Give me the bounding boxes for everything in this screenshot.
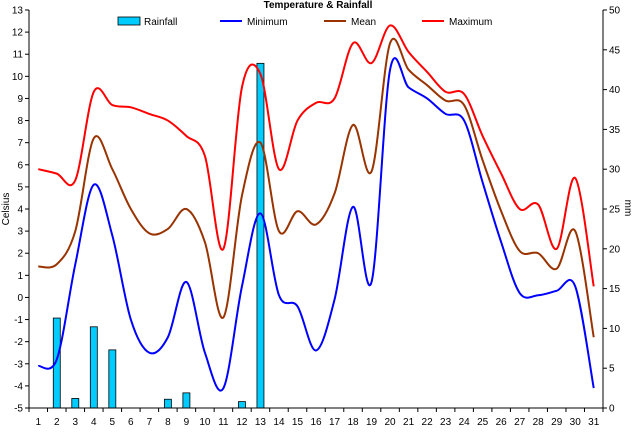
x-tick-label: 12 <box>236 417 248 428</box>
y-left-tick-label: 4 <box>17 205 23 216</box>
y-left-tick-label: 12 <box>12 28 24 39</box>
x-tick-label: 6 <box>128 417 134 428</box>
y-right-tick-label: 5 <box>609 364 615 375</box>
x-tick-label: 15 <box>292 417 304 428</box>
rainfall-bar <box>71 398 80 409</box>
axes: -5-4-3-2-1012345678910111213051015202530… <box>12 6 621 429</box>
x-tick-label: 31 <box>588 417 600 428</box>
legend-label-rainfall: Rainfall <box>144 17 177 28</box>
y-right-tick-label: 20 <box>609 244 621 255</box>
x-tick-label: 29 <box>551 417 563 428</box>
x-tick-label: 20 <box>385 417 397 428</box>
x-tick-label: 23 <box>440 417 452 428</box>
x-tick-label: 17 <box>329 417 341 428</box>
y-right-tick-label: 45 <box>609 45 621 56</box>
x-tick-label: 11 <box>218 417 229 428</box>
legend-label-minimum: Minimum <box>247 17 288 28</box>
y-right-tick-label: 40 <box>609 85 621 96</box>
x-tick-label: 5 <box>110 417 116 428</box>
rainfall-bar <box>163 398 172 409</box>
y-left-tick-label: 6 <box>17 160 23 171</box>
y-left-tick-label: -1 <box>14 315 23 326</box>
y-axis-left-label: Celsius <box>1 193 12 226</box>
x-tick-label: 8 <box>165 417 171 428</box>
y-right-tick-label: 35 <box>609 125 621 136</box>
x-tick-label: 25 <box>477 417 489 428</box>
y-left-tick-label: 5 <box>17 182 23 193</box>
x-tick-label: 24 <box>459 417 471 428</box>
legend-swatch-rainfall <box>117 16 141 26</box>
y-left-tick-label: 13 <box>12 6 24 17</box>
legend-label-maximum: Maximum <box>449 17 492 28</box>
x-tick-label: 26 <box>496 417 508 428</box>
legend-label-mean: Mean <box>351 17 376 28</box>
y-axis-right-label: mm <box>622 200 633 217</box>
rainfall-bar <box>238 401 246 409</box>
rainfall-bar <box>89 326 98 409</box>
x-tick-label: 21 <box>403 417 415 428</box>
rainfall-bar <box>182 392 191 409</box>
x-tick-label: 30 <box>570 417 582 428</box>
rainfall-bar <box>108 349 117 409</box>
x-tick-label: 19 <box>366 417 378 428</box>
y-left-tick-label: 8 <box>17 116 23 127</box>
y-left-tick-label: 1 <box>17 271 23 282</box>
x-tick-label: 3 <box>73 417 79 428</box>
y-left-tick-label: 10 <box>12 72 24 83</box>
y-left-tick-label: -3 <box>14 359 23 370</box>
y-right-tick-label: 15 <box>609 284 621 295</box>
y-left-tick-label: -5 <box>14 404 23 415</box>
y-right-tick-label: 0 <box>609 404 615 415</box>
rainfall-bar <box>256 62 265 409</box>
chart-title: Temperature & Rainfall <box>264 0 373 11</box>
x-tick-label: 9 <box>184 417 190 428</box>
y-right-tick-label: 25 <box>609 205 621 216</box>
x-tick-label: 10 <box>199 417 211 428</box>
y-left-tick-label: 11 <box>13 50 24 61</box>
y-right-tick-label: 30 <box>609 165 621 176</box>
series-line-minimum <box>37 57 595 392</box>
x-tick-label: 18 <box>347 417 359 428</box>
y-right-tick-label: 10 <box>609 324 621 335</box>
temperature-lines <box>37 24 595 392</box>
series-line-maximum <box>38 24 595 287</box>
series-line-mean <box>38 37 595 338</box>
x-tick-label: 13 <box>255 417 267 428</box>
x-tick-label: 7 <box>147 417 153 428</box>
plot-background <box>29 10 603 408</box>
y-left-tick-label: -4 <box>14 381 23 392</box>
y-left-tick-label: 9 <box>17 94 23 105</box>
x-tick-label: 2 <box>54 417 60 428</box>
y-left-tick-label: 0 <box>17 293 23 304</box>
plot-area <box>29 10 603 408</box>
y-left-tick-label: 2 <box>17 249 23 260</box>
y-left-tick-label: -2 <box>14 337 23 348</box>
legend: Rainfall Minimum Mean Maximum <box>117 16 492 28</box>
x-tick-label: 4 <box>91 417 97 428</box>
x-tick-label: 1 <box>35 417 41 428</box>
y-left-tick-label: 7 <box>17 138 23 149</box>
x-tick-label: 27 <box>514 417 526 428</box>
y-right-tick-label: 50 <box>609 6 621 17</box>
x-tick-label: 22 <box>422 417 434 428</box>
y-left-tick-label: 3 <box>17 227 23 238</box>
x-tick-label: 16 <box>310 417 322 428</box>
x-tick-label: 28 <box>533 417 545 428</box>
x-tick-label: 14 <box>273 417 285 428</box>
